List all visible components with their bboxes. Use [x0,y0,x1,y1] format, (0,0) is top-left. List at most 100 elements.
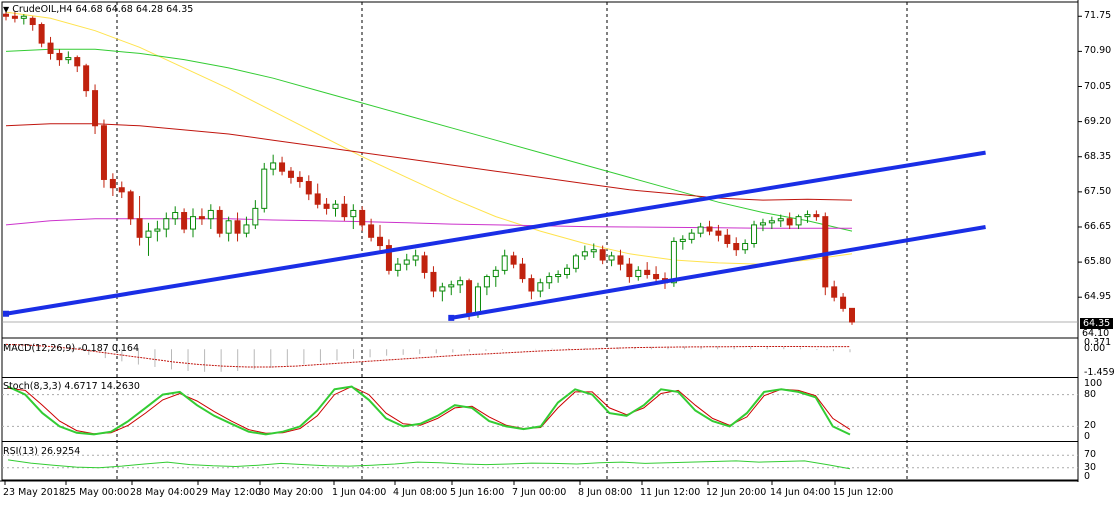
candle-body [270,162,277,170]
y-tick-label: 71.75 [1084,10,1112,22]
candle-body [118,187,125,193]
candle-body [483,276,490,288]
candle-body [359,209,366,226]
channel-anchor-handle [3,310,9,317]
candle-body [599,249,606,261]
macd-title: MACD(12,26,9) -0.187 0.164 [3,343,140,354]
candle-body [332,203,339,209]
candle-body [190,216,197,230]
candle-body [92,90,99,127]
x-tick-label: 29 May 12:00 [196,487,262,498]
candle-body [813,214,820,218]
candle-body [216,209,223,234]
candle-body [172,212,179,220]
candle-body [323,203,330,209]
candle-body [528,278,535,292]
candle-body [608,255,615,261]
candle-body [448,284,455,288]
candle-body [198,216,205,220]
candle-body [733,243,740,251]
candle-body [519,263,526,280]
candle-body [430,271,437,292]
candle-body [742,243,749,251]
stoch-line [7,385,851,436]
candle-body [849,307,855,323]
stoch-tick-label: 100 [1084,378,1103,389]
y-tick-label: 70.05 [1084,80,1112,92]
candle-body [385,245,392,271]
plot-frame [1,1,1079,481]
candle-body [537,282,544,292]
candle-body [564,267,571,275]
candle-body [777,218,784,222]
x-tick-label: 23 May 2018 [3,487,65,498]
x-tick-label: 30 May 20:00 [258,487,324,498]
candle-body [296,176,303,183]
candle-body [590,249,597,253]
y-tick-label: 70.90 [1084,45,1112,57]
symbol-label: CrudeOIL,H4 [12,4,73,15]
candle-body [751,224,758,245]
candle-body [20,15,27,19]
stoch-title: Stoch(8,3,3) 4.6717 14.2630 [3,381,140,392]
candle-body [377,236,384,247]
candle-body [635,269,642,278]
stoch-tick-label: 80 [1084,388,1097,400]
y-tick-label: 66.65 [1084,220,1112,232]
macd-tick-label: 0.371 [1084,337,1112,349]
candle-body [3,13,9,17]
candle-body [287,170,294,178]
candle-body [439,286,446,292]
candle-body [759,222,766,226]
candle-body [581,251,588,257]
candle-body [644,269,651,275]
candle-body [546,276,553,284]
rsi-tick-label: 30 [1084,461,1097,473]
current-price-tag: 64.35 [1080,318,1114,329]
candle-body [181,212,188,230]
x-tick-label: 5 Jun 16:00 [450,487,505,498]
candle-body [768,220,775,224]
candle-body [368,224,375,238]
candle-body [38,24,45,44]
rsi-tick-label: 0 [1084,471,1091,482]
candle-body [706,226,713,232]
candle-body [555,273,562,278]
stoch-tick-label: 20 [1084,420,1097,432]
candle-body [127,191,134,220]
rsi-tick-label: 70 [1084,449,1097,461]
candle-body [679,238,686,242]
candle-body [29,17,36,26]
x-tick-label: 8 Jun 08:00 [578,487,633,498]
stoch-line [7,386,851,435]
moving-average-line [5,123,853,201]
candle-body [234,220,241,234]
x-tick-label: 15 Jun 12:00 [833,487,894,498]
moving-average-line [5,11,853,265]
x-tick-label: 28 May 04:00 [130,487,196,498]
candle-body [492,269,499,278]
candle-body [243,224,250,234]
macd-signal-line [5,343,851,368]
candle-body [804,214,811,218]
candle-body [715,230,722,236]
candle-body [457,280,464,286]
macd-tick-label: -1.459 [1084,366,1115,378]
trend-channel-line [5,150,986,316]
y-tick-label: 65.80 [1084,256,1112,268]
candle-body [314,193,321,205]
candle-body [261,168,268,209]
candle-body [474,286,481,315]
candle-body [341,203,348,218]
candle-body [145,230,152,238]
candle-body [56,52,63,61]
dropdown-triangle-icon[interactable]: ▼ [3,5,10,14]
candle-body [350,209,357,218]
candle-body [831,286,838,298]
candle-body [207,209,214,220]
candle-body [617,255,624,265]
moving-average-line [5,218,852,229]
candle-body [225,220,232,234]
candle-body [697,226,704,234]
